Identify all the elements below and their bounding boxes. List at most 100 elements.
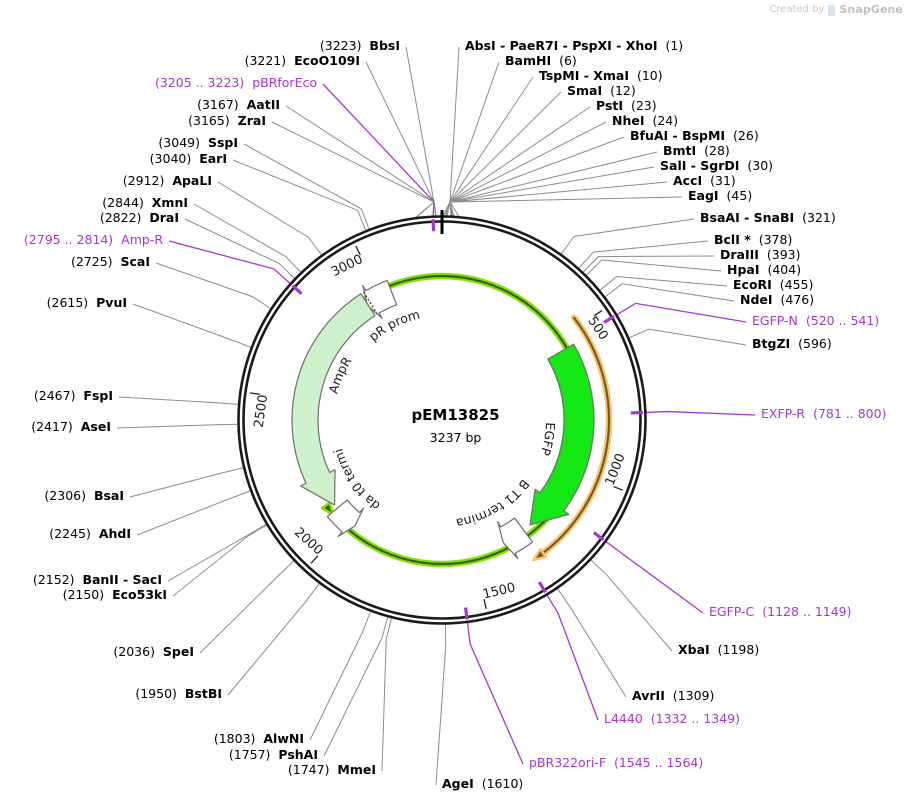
enzyme-label-tspmi[interactable]: TspMI - XmaI (10)	[539, 68, 663, 83]
ruler-tick	[355, 245, 361, 256]
enzyme-label-bbsi[interactable]: (3223) BbsI	[320, 39, 400, 53]
enzyme-position: (1610)	[481, 776, 524, 791]
enzyme-label-alwni[interactable]: (1803) AlwNI	[213, 731, 304, 746]
enzyme-position: (520 .. 541)	[805, 313, 880, 328]
enzyme-position: (26)	[733, 128, 759, 143]
enzyme-position: (10)	[636, 68, 663, 83]
enzyme-label-eco53ki[interactable]: (2150) Eco53kI	[63, 587, 167, 602]
backbone-circle	[237, 210, 647, 625]
EGFP-N-mark	[603, 314, 616, 324]
enzyme-label-spei[interactable]: (2036) SpeI	[113, 644, 194, 659]
enzyme-position: (24)	[652, 113, 679, 128]
enzyme-label-apali[interactable]: (2912) ApaLI	[123, 174, 212, 188]
enzyme-name: pBR322ori-F	[529, 755, 607, 770]
enzyme-label-hpai[interactable]: HpaI (404)	[727, 263, 801, 277]
enzyme-label-psti[interactable]: PstI (23)	[596, 98, 657, 113]
enzyme-label-sspi[interactable]: (3049) SspI	[158, 135, 238, 150]
enzyme-label-asei[interactable]: (2417) AseI	[31, 420, 111, 434]
enzyme-label-avrii[interactable]: AvrII (1309)	[632, 689, 714, 703]
enzyme-name: SpeI	[162, 644, 194, 659]
enzyme-label-absi[interactable]: AbsI - PaeR7I - PspXI - XhoI (1)	[465, 38, 683, 53]
enzyme-label-egfpn[interactable]: EGFP-N (520 .. 541)	[752, 313, 880, 328]
leader-line-alwni	[309, 609, 372, 741]
leader-line-ndei	[603, 283, 735, 302]
leader-line-hpai	[585, 259, 722, 277]
enzyme-name: MmeI	[337, 762, 376, 777]
enzyme-label-mmei[interactable]: (1747) MmeI	[288, 762, 376, 777]
enzyme-label-ampr[interactable]: (2795 .. 2814) Amp-R	[24, 232, 163, 247]
leader-line-avrii	[556, 587, 627, 698]
enzyme-label-pvui[interactable]: (2615) PvuI	[46, 295, 127, 310]
enzyme-name: L4440	[604, 711, 643, 726]
enzyme-label-egfpc[interactable]: EGFP-C (1128 .. 1149)	[709, 605, 852, 619]
enzyme-label-eagi[interactable]: EagI (45)	[688, 189, 752, 203]
pBR322ori-F-mark	[464, 607, 469, 620]
enzyme-label-bmti[interactable]: BmtI (28)	[663, 143, 730, 158]
promoter-tss-tick	[363, 291, 378, 315]
enzyme-label-bstbi[interactable]: (1950) BstBI	[135, 687, 222, 701]
leader-line-ampr	[168, 240, 292, 285]
leader-line-bbsi	[405, 46, 437, 218]
enzyme-label-ecori[interactable]: EcoRI (455)	[733, 278, 813, 292]
enzyme-position: (1803)	[213, 731, 256, 746]
leader-line-exfpr	[644, 410, 756, 416]
enzyme-label-draiii[interactable]: DraIII (393)	[720, 248, 801, 262]
feature-arrow-ampr	[291, 293, 376, 506]
enzyme-label-bsai[interactable]: (2306) BsaI	[44, 488, 124, 503]
leader-line-sspi	[243, 143, 371, 231]
enzyme-position: (12)	[610, 83, 636, 98]
enzyme-label-ahdi[interactable]: (2245) AhdI	[49, 527, 131, 541]
feature-arrow-ampr-promoter	[362, 279, 398, 319]
enzyme-label-bcli[interactable]: BclI * (378)	[714, 232, 792, 247]
enzyme-label-banii[interactable]: (2152) BanII - SacI	[33, 573, 162, 587]
enzyme-name: PstI	[596, 98, 624, 113]
enzyme-label-zrai[interactable]: (3165) ZraI	[188, 114, 266, 128]
enzyme-label-smai[interactable]: SmaI (12)	[567, 83, 636, 98]
enzyme-position: (2615)	[46, 295, 89, 310]
enzyme-label-scai[interactable]: (2725) ScaI	[71, 255, 150, 269]
enzyme-name: Eco53kI	[112, 587, 167, 602]
enzyme-name: AbsI - PaeR7I - PspXI - XhoI	[465, 38, 658, 53]
enzyme-label-pbrforeco[interactable]: (3205 .. 3223) pBRforEco	[155, 76, 317, 90]
enzyme-label-eari[interactable]: (3040) EarI	[150, 152, 227, 166]
enzyme-label-aatii[interactable]: (3167) AatII	[197, 97, 280, 112]
enzyme-name: SspI	[207, 135, 238, 150]
enzyme-position: (2036)	[113, 644, 155, 659]
enzyme-label-sali[interactable]: SalI - SgrDI (30)	[660, 158, 774, 173]
enzyme-name: BclI *	[714, 232, 751, 247]
enzyme-label-agei[interactable]: AgeI (1610)	[442, 776, 524, 791]
enzyme-position: (3167)	[197, 97, 239, 112]
enzyme-label-btgzi[interactable]: BtgZI (596)	[752, 337, 832, 351]
enzyme-label-nhei[interactable]: NheI (24)	[612, 113, 679, 128]
enzyme-position: (30)	[747, 158, 774, 173]
enzyme-label-l4440[interactable]: L4440 (1332 .. 1349)	[604, 711, 740, 726]
enzyme-label-xmni[interactable]: (2844) XmnI	[102, 196, 188, 210]
enzyme-label-xbai[interactable]: XbaI (1198)	[678, 642, 760, 657]
enzyme-label-pbr322orif[interactable]: pBR322ori-F (1545 .. 1564)	[529, 755, 703, 770]
pBRforEco-mark	[431, 219, 436, 232]
enzyme-name: Amp-R	[121, 232, 163, 247]
enzyme-label-pshai[interactable]: (1757) PshAI	[229, 748, 318, 762]
ruler-tick-label: 2500	[252, 394, 271, 429]
enzyme-label-bfuai[interactable]: BfuAI - BspMI (26)	[630, 128, 759, 143]
enzyme-position: (1198)	[717, 642, 760, 657]
leader-line-scai	[155, 262, 273, 310]
enzyme-label-drai[interactable]: (2822) DraI	[100, 211, 179, 225]
enzyme-label-bamhi[interactable]: BamHI (6)	[505, 54, 577, 68]
leader-line-ahdi	[136, 490, 252, 536]
enzyme-label-ndei[interactable]: NdeI (476)	[740, 293, 814, 307]
enzyme-position: (781 .. 800)	[813, 406, 887, 421]
enzyme-label-bsaai[interactable]: BsaAI - SnaBI (321)	[700, 210, 836, 225]
enzyme-name: SalI - SgrDI	[660, 158, 740, 173]
enzyme-label-acci[interactable]: AccI (31)	[673, 174, 736, 188]
enzyme-name: BsaI	[93, 488, 124, 503]
enzyme-position: (321)	[802, 210, 836, 225]
enzyme-name: BmtI	[663, 143, 697, 158]
enzyme-label-fspi[interactable]: (2467) FspI	[34, 389, 113, 403]
feature-arrows-group	[291, 279, 595, 560]
EGFP-C-mark	[592, 531, 605, 542]
leader-line-l4440	[545, 593, 599, 721]
enzyme-label-ecoo109i[interactable]: (3221) EcoO109I	[245, 54, 360, 68]
leader-line-eagi	[449, 196, 683, 219]
enzyme-label-exfpr[interactable]: EXFP-R (781 .. 800)	[761, 406, 887, 421]
